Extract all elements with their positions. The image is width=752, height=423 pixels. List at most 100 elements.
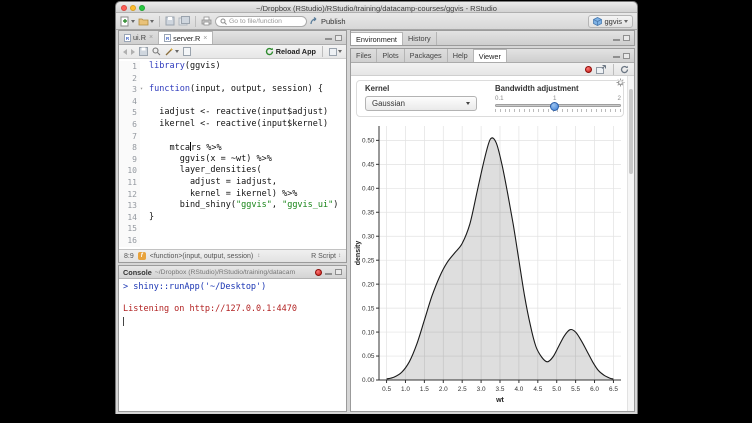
new-file-caret-icon (131, 19, 135, 23)
line-number: 8 (119, 142, 140, 154)
goto-file-function-input[interactable]: Go to file/function (215, 15, 307, 27)
line-number: 11 (119, 176, 140, 189)
close-tab-icon[interactable]: × (203, 34, 208, 42)
svg-text:density: density (355, 241, 362, 266)
viewer-scrollbar[interactable] (627, 76, 634, 411)
line-number: 1 (119, 61, 140, 73)
fold-icon[interactable]: ▾ (140, 86, 144, 93)
project-name: ggvis (604, 16, 622, 26)
line-number: 15 (119, 223, 140, 235)
reload-icon (265, 47, 273, 56)
maximize-pane-icon[interactable] (335, 34, 342, 41)
stop-app-icon[interactable] (585, 65, 592, 73)
tab-packages[interactable]: Packages (404, 49, 448, 62)
publish-icon (310, 16, 317, 24)
tab-label: Packages (409, 51, 442, 60)
rstudio-window: ~/Dropbox (RStudio)/RStudio/training/dat… (115, 1, 638, 414)
select-caret-icon (466, 102, 470, 105)
viewer-content: Kernel Gaussian Bandwidth adjustment 0.1… (351, 76, 634, 411)
svg-text:0.50: 0.50 (362, 138, 375, 145)
project-caret-icon (624, 19, 628, 23)
code-text (145, 235, 149, 247)
code-line: 9 ggvis(x = ~wt) %>% (119, 153, 346, 166)
console-line: Listening on http://127.0.0.1:4470 (123, 304, 297, 314)
open-file-button[interactable] (138, 16, 154, 26)
save-icon[interactable] (165, 16, 175, 26)
svg-text:0.30: 0.30 (362, 233, 375, 240)
tab-help[interactable]: Help (447, 49, 474, 62)
project-menu-button[interactable]: ggvis (588, 14, 633, 28)
zoom-window-button[interactable] (139, 4, 145, 11)
console-cursor (123, 317, 124, 326)
svg-text:4.0: 4.0 (514, 386, 523, 393)
console-output[interactable]: > shiny::runApp('~/Desktop') Listening o… (119, 279, 346, 411)
new-file-button[interactable] (120, 16, 135, 27)
maximize-pane-icon[interactable] (335, 269, 342, 275)
reload-app-button[interactable]: Reload App (265, 47, 316, 56)
forward-icon[interactable] (131, 48, 135, 55)
save-all-icon[interactable] (178, 16, 190, 26)
tab-label: ui.R (133, 33, 146, 42)
publish-button[interactable]: Publish (310, 17, 346, 26)
files-tab-bar: Files Plots Packages Help Viewer (351, 49, 634, 63)
print-icon[interactable] (201, 16, 212, 26)
slider-max-label: 2 (617, 95, 621, 102)
minimize-pane-icon[interactable] (325, 272, 332, 275)
open-in-new-window-icon[interactable] (596, 64, 607, 74)
slider-ticks (495, 109, 621, 112)
find-replace-icon[interactable] (152, 47, 161, 56)
code-text: library(ggvis) (149, 61, 221, 71)
svg-text:2.5: 2.5 (458, 386, 467, 393)
doc-type-selector[interactable]: R Script (311, 252, 336, 260)
tab-viewer[interactable]: Viewer (473, 49, 507, 62)
search-icon (220, 18, 227, 25)
source-document-icon[interactable] (183, 47, 191, 56)
minimize-pane-icon[interactable] (325, 38, 332, 40)
minimize-pane-icon[interactable] (613, 38, 620, 41)
stop-icon[interactable] (315, 268, 322, 276)
editor-toolbar: Reload App (119, 45, 346, 59)
environment-tabs: Environment History (351, 31, 437, 45)
maximize-pane-icon[interactable] (623, 52, 630, 59)
bandwidth-slider[interactable] (495, 101, 621, 111)
bandwidth-label: Bandwidth adjustment (495, 84, 579, 93)
tab-plots[interactable]: Plots (377, 49, 405, 62)
minimize-window-button[interactable] (130, 4, 136, 11)
line-number: 3 (119, 84, 140, 96)
refresh-icon[interactable] (620, 65, 629, 74)
line-number: 14 (119, 211, 140, 224)
save-icon[interactable] (139, 47, 148, 56)
scope-caret-icon: ↕ (257, 253, 261, 259)
line-number: 10 (119, 165, 140, 177)
tab-environment[interactable]: Environment (351, 32, 403, 45)
svg-text:3.5: 3.5 (496, 386, 505, 393)
code-line: 2 (119, 72, 346, 85)
r-file-icon: R (164, 34, 172, 42)
back-icon[interactable] (123, 48, 127, 55)
minimize-pane-icon[interactable] (613, 56, 620, 58)
kernel-select[interactable]: Gaussian (365, 96, 477, 111)
line-number: 4 (119, 95, 140, 108)
svg-text:0.25: 0.25 (362, 257, 375, 264)
code-tools-button[interactable] (165, 47, 179, 56)
source-options-button[interactable] (329, 47, 342, 56)
maximize-pane-icon[interactable] (623, 35, 630, 41)
density-plot: 0.00 0.05 0.10 0.15 0.20 0.25 0.30 0.35 0.40 0.45… (352, 120, 630, 411)
slider-handle[interactable] (550, 101, 560, 111)
tab-label: Plots (382, 51, 399, 60)
project-cube-icon (593, 16, 603, 26)
scope-selector[interactable]: <function>(input, output, session) (149, 252, 254, 260)
code-editor[interactable]: 1 library(ggvis) 2 3 ▾ function(input, output… (119, 59, 346, 249)
close-window-button[interactable] (121, 4, 127, 11)
close-tab-icon[interactable]: × (148, 34, 154, 41)
viewer-scrollbar-thumb[interactable] (629, 89, 633, 174)
tab-history[interactable]: History (402, 32, 437, 45)
tab-label: Environment (356, 34, 397, 44)
title-bar[interactable]: ~/Dropbox (RStudio)/RStudio/training/dat… (116, 2, 637, 13)
tab-files[interactable]: Files (351, 49, 378, 62)
code-line: 7 (119, 130, 346, 143)
source-options-caret-icon (338, 50, 342, 53)
